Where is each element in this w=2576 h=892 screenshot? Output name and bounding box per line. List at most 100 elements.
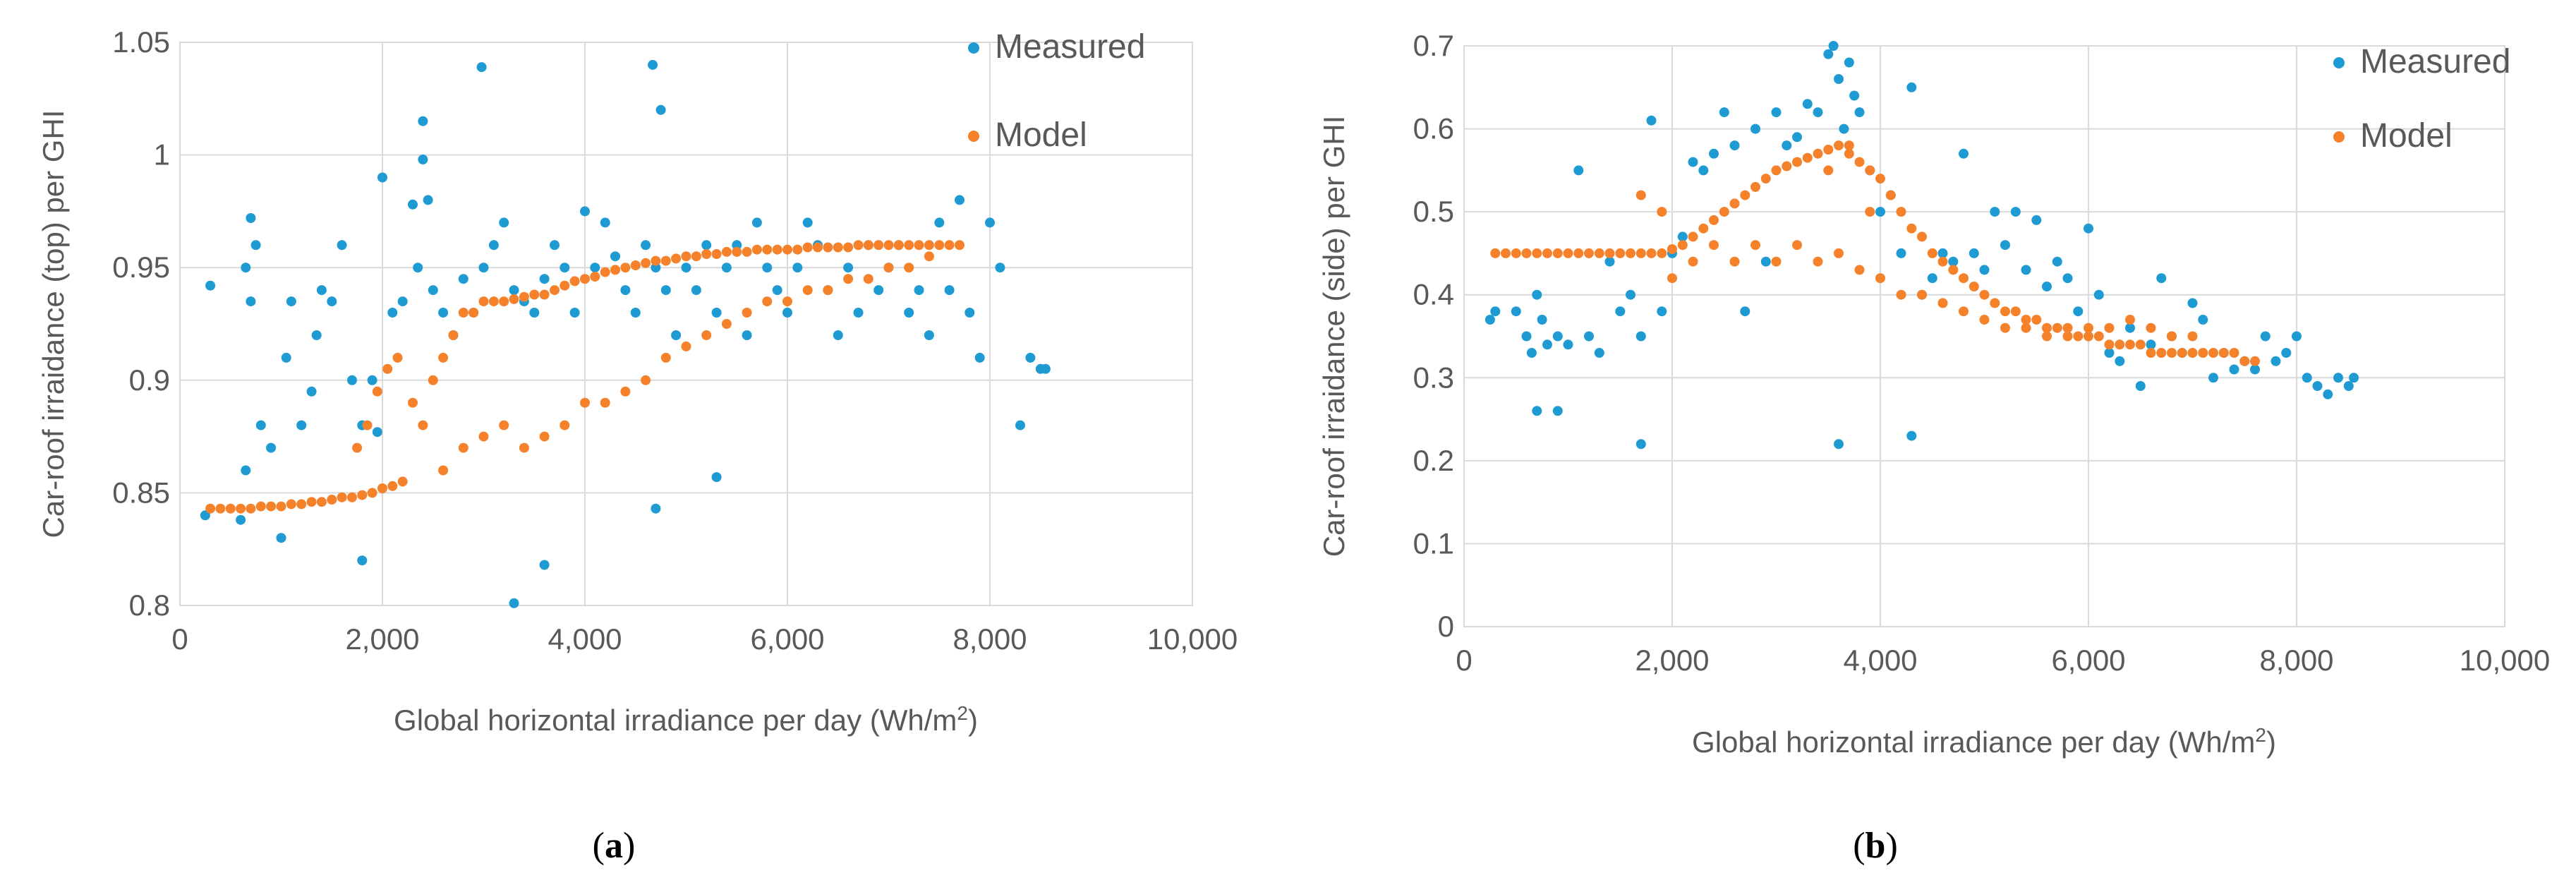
data-point-measured xyxy=(974,352,985,363)
plot-area xyxy=(1463,45,2505,627)
y-tick-label: 0.8 xyxy=(129,589,170,622)
data-point-model xyxy=(2021,323,2031,333)
data-point-model xyxy=(1511,248,1521,258)
data-point-measured xyxy=(995,263,1005,273)
data-point-model xyxy=(701,330,712,340)
data-point-model xyxy=(357,490,368,500)
data-point-model xyxy=(286,499,296,510)
data-point-measured xyxy=(246,296,256,307)
data-point-model xyxy=(934,240,945,251)
data-point-measured xyxy=(306,386,317,397)
data-point-model xyxy=(833,242,843,253)
data-point-measured xyxy=(1729,140,1740,151)
data-point-model xyxy=(2104,323,2115,333)
data-point-model xyxy=(691,251,701,262)
data-point-model xyxy=(1875,174,1885,184)
data-point-measured xyxy=(2187,298,2198,308)
data-point-model xyxy=(266,501,277,512)
data-point-model xyxy=(893,240,904,251)
data-point-measured xyxy=(580,206,590,217)
data-point-model xyxy=(458,308,468,318)
x-axis-label: Global horizontal irradiance per day (Wh… xyxy=(394,702,978,737)
data-point-model xyxy=(1896,289,1906,300)
data-point-model xyxy=(641,375,651,385)
data-point-measured xyxy=(311,330,322,340)
data-point-model xyxy=(236,503,246,514)
data-point-measured xyxy=(873,285,884,296)
data-point-model xyxy=(1813,148,1823,159)
data-point-measured xyxy=(1626,289,1635,300)
data-point-model xyxy=(1635,248,1646,258)
data-point-model xyxy=(347,492,357,502)
data-point-measured xyxy=(1750,123,1760,134)
data-point-measured xyxy=(205,280,216,291)
data-point-model xyxy=(418,420,428,430)
data-point-model xyxy=(246,503,256,514)
data-point-model xyxy=(2146,348,2156,358)
data-point-model xyxy=(1937,256,1948,267)
data-point-model xyxy=(2042,331,2052,342)
data-point-measured xyxy=(630,308,641,318)
data-point-model xyxy=(539,289,550,300)
data-point-measured xyxy=(1906,82,1917,92)
chart-panel-b: 0 0.1 0.2 0.3 0.4 0.5 0.6 0.7 0 2,000 4,000 6,000 8,… xyxy=(1317,29,2550,866)
data-point-measured xyxy=(590,263,600,273)
data-point-measured xyxy=(316,285,327,296)
data-point-measured xyxy=(751,217,762,228)
data-point-model xyxy=(792,244,803,255)
data-point-measured xyxy=(438,308,449,318)
data-point-measured xyxy=(1573,165,1584,176)
data-point-measured xyxy=(478,263,489,273)
data-point-model xyxy=(823,242,833,253)
data-point-model xyxy=(2198,348,2208,358)
data-point-measured xyxy=(1813,107,1823,118)
data-point-measured xyxy=(1521,331,1532,342)
x-tick-label: 10,000 xyxy=(1147,622,1238,656)
data-point-measured xyxy=(610,251,620,262)
data-point-model xyxy=(392,352,403,363)
data-point-model xyxy=(1657,207,1667,217)
data-point-measured xyxy=(1594,348,1604,358)
data-point-measured xyxy=(357,555,368,566)
data-point-model xyxy=(1959,306,1969,317)
data-point-model xyxy=(488,296,499,307)
data-point-model xyxy=(1854,265,1865,275)
data-point-model xyxy=(2177,348,2187,358)
data-point-measured xyxy=(1782,140,1792,151)
chart-panel-a: 0.8 0.85 0.9 0.95 1 1.05 0 2,000 4,000 6,000 8,000… xyxy=(37,25,1238,866)
data-point-model xyxy=(620,263,631,273)
data-point-model xyxy=(600,267,610,277)
data-point-measured xyxy=(1635,439,1646,450)
data-point-model xyxy=(1813,256,1823,267)
data-point-model xyxy=(1979,289,1990,300)
data-point-model xyxy=(681,341,691,351)
data-point-measured xyxy=(944,285,955,296)
data-point-measured xyxy=(985,217,995,228)
data-point-measured xyxy=(286,296,296,307)
data-point-measured xyxy=(1563,339,1573,350)
data-point-model xyxy=(569,276,580,287)
data-point-measured xyxy=(1542,339,1552,350)
data-point-measured xyxy=(2104,348,2115,358)
data-point-model xyxy=(337,492,347,502)
data-point-measured xyxy=(711,308,722,318)
data-point-model xyxy=(843,274,854,284)
data-point-model xyxy=(721,319,732,329)
data-point-model xyxy=(2062,331,2073,342)
data-point-measured xyxy=(2000,240,2010,251)
data-point-measured xyxy=(2093,289,2104,300)
legend-label-measured: Measured xyxy=(2360,43,2510,80)
data-point-measured xyxy=(241,465,251,476)
data-point-measured xyxy=(488,240,499,251)
data-point-model xyxy=(2000,306,2010,317)
data-point-measured xyxy=(1990,207,2000,217)
data-point-measured xyxy=(1719,107,1729,118)
data-point-model xyxy=(1626,248,1635,258)
data-point-model xyxy=(1542,248,1552,258)
data-point-measured xyxy=(2031,215,2042,225)
data-point-model xyxy=(1865,207,1875,217)
data-point-model xyxy=(550,285,560,296)
y-tick-label: 1.05 xyxy=(112,25,170,59)
data-point-model xyxy=(620,386,631,397)
data-point-measured xyxy=(1969,248,1979,258)
